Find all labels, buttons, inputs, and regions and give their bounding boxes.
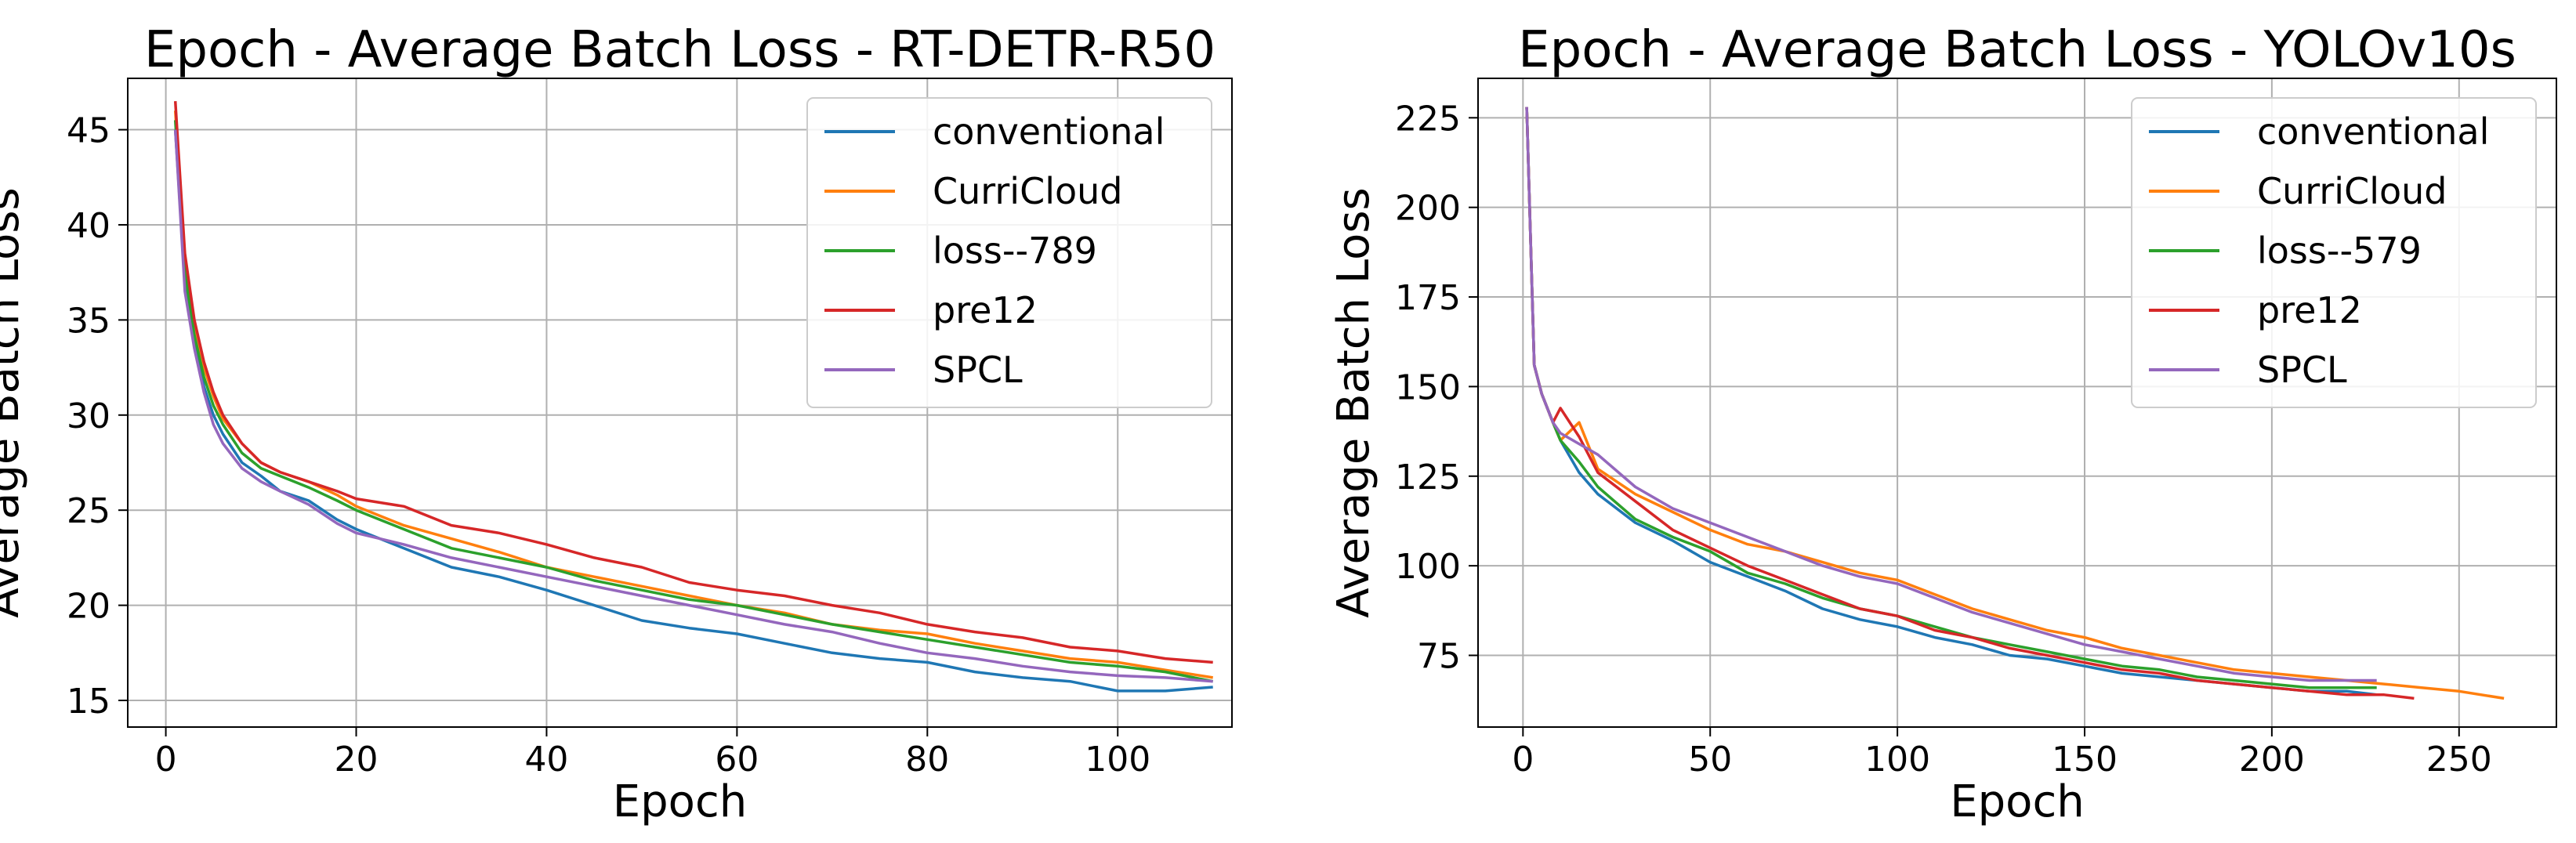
chart-1: Epoch - Average Batch Loss - RT-DETR-R50… — [0, 21, 1233, 827]
x-tick-label: 40 — [524, 740, 568, 780]
series-line-spcl — [1525, 107, 2377, 682]
y-tick-label: 40 — [67, 206, 111, 246]
x-axis-label: Epoch — [1950, 776, 2084, 827]
y-tick-label: 125 — [1395, 458, 1461, 497]
x-tick-label: 100 — [1085, 740, 1150, 780]
plot-frame — [127, 78, 1233, 728]
x-axis-label: Epoch — [613, 776, 747, 827]
y-tick-label: 25 — [67, 491, 111, 531]
x-tick-label: 80 — [905, 740, 949, 780]
legend-label: pre12 — [2257, 289, 2362, 331]
legend-box — [806, 97, 1212, 408]
chart-title: Epoch - Average Batch Loss - RT-DETR-R50 — [144, 21, 1216, 79]
legend-label: CurriCloud — [2257, 170, 2447, 212]
y-tick-label: 75 — [1417, 637, 1461, 677]
x-tick-label: 0 — [1512, 740, 1534, 780]
series-line-loss-789 — [173, 120, 1214, 683]
y-tick-label: 100 — [1395, 547, 1461, 587]
y-tick-label: 20 — [67, 587, 111, 627]
legend-label: loss--789 — [933, 230, 1097, 272]
y-tick-label: 225 — [1395, 99, 1461, 139]
x-tick-label: 50 — [1688, 740, 1732, 780]
legend: conventional CurriCloud loss--789 pre12 SPCL — [806, 97, 1212, 408]
y-tick-label: 200 — [1395, 189, 1461, 229]
x-tick-label: 250 — [2426, 740, 2492, 780]
legend-label: CurriCloud — [933, 170, 1122, 212]
series-line-curricloud — [173, 110, 1213, 679]
y-tick-label: 35 — [67, 301, 111, 341]
y-axis-label: Average Batch Loss — [0, 187, 29, 617]
legend-label: SPCL — [933, 349, 1023, 391]
series-line-pre12 — [173, 100, 1213, 664]
legend: conventional CurriCloud loss--579 pre12 SPCL — [2131, 97, 2537, 408]
y-tick-label: 150 — [1395, 367, 1461, 407]
legend-label: conventional — [2257, 110, 2489, 153]
legend-label: conventional — [933, 110, 1165, 153]
x-tick-label: 0 — [155, 740, 177, 780]
y-tick-label: 175 — [1395, 278, 1461, 318]
x-tick-label: 100 — [1864, 740, 1930, 780]
y-tick-label: 15 — [67, 682, 111, 722]
legend-label: pre12 — [933, 289, 1038, 331]
chart-2: Epoch - Average Batch Loss - YOLOv10s 0 50… — [1328, 21, 2557, 827]
series-line-spcl — [173, 129, 1213, 683]
y-tick-label: 45 — [67, 111, 111, 151]
legend-box — [2131, 97, 2537, 408]
legend-label: loss--579 — [2257, 230, 2422, 272]
x-tick-label: 200 — [2239, 740, 2305, 780]
y-tick-label: 30 — [67, 396, 111, 436]
x-tick-label: 150 — [2052, 740, 2118, 780]
x-tick-label: 20 — [335, 740, 379, 780]
plot-frame — [1477, 78, 2557, 728]
y-axis-label: Average Batch Loss — [1328, 187, 1379, 617]
x-tick-label: 60 — [715, 740, 759, 780]
series-line-conventional — [173, 129, 1213, 693]
legend-label: SPCL — [2257, 349, 2347, 391]
series-line-pre12 — [1525, 107, 2415, 700]
series-line-curricloud — [1525, 107, 2505, 700]
chart-title: Epoch - Average Batch Loss - YOLOv10s — [1518, 21, 2516, 79]
